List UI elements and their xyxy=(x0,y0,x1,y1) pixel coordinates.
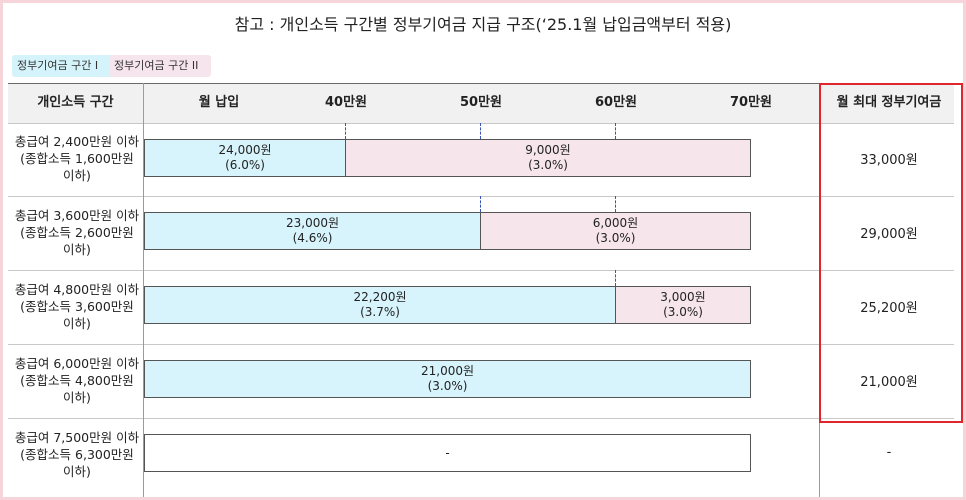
table-header xyxy=(8,83,954,123)
row-3-tier-1-bar: 22,200원 (3.7%) xyxy=(144,286,616,324)
row-2-max-contribution: 29,000원 xyxy=(860,227,918,242)
row-label-line: 이하) xyxy=(63,464,91,479)
row-label-line: 이하) xyxy=(63,168,91,183)
segment-rate: (3.0%) xyxy=(663,305,703,319)
row-4-max-contribution: 21,000원 xyxy=(860,375,918,390)
segment-rate: (3.0%) xyxy=(595,231,636,245)
segment-amount: 6,000원 xyxy=(592,216,639,230)
legend-tier-2: 정부기여금 구간 II xyxy=(109,55,211,77)
table-top-border xyxy=(8,83,954,84)
row-1-income-label: 총급여 2,400만원 이하 (종합소득 1,600만원 이하) xyxy=(11,133,143,184)
row-label-line: 이하) xyxy=(63,390,91,405)
page-title: 참고 : 개인소득 구간별 정부기여금 지급 구조(‘25.1월 납입금액부터 … xyxy=(234,15,732,34)
segment-rate: (4.6%) xyxy=(292,231,333,245)
row-label-line: 이하) xyxy=(63,242,91,257)
header-tick-70: 70만원 xyxy=(729,95,772,110)
legend-tier-1: 정부기여금 구간 I xyxy=(12,55,115,77)
row-label-line: 총급여 2,400만원 이하 xyxy=(14,134,140,149)
threshold-50-dash xyxy=(480,123,481,139)
segment-amount: 21,000원 xyxy=(420,364,475,378)
row-2-tier-1-bar: 23,000원 (4.6%) xyxy=(144,212,481,250)
threshold-50-dash xyxy=(480,196,481,212)
row-5-max-contribution: - xyxy=(886,445,892,460)
row-1-tier-1-bar: 24,000원 (6.0%) xyxy=(144,139,346,177)
row-3-max-contribution: 25,200원 xyxy=(860,301,918,316)
max-contribution-highlight xyxy=(819,83,963,423)
segment-rate: (3.0%) xyxy=(427,379,468,393)
row-4-tier-1-bar: 21,000원 (3.0%) xyxy=(144,360,751,398)
header-max-contribution: 월 최대 정부기여금 xyxy=(836,95,942,110)
row-label-line: (종합소득 3,600만원 xyxy=(20,299,134,314)
row-label-line: 총급여 3,600만원 이하 xyxy=(14,208,140,223)
row-label-line: 총급여 7,500만원 이하 xyxy=(14,430,140,445)
threshold-40-dash xyxy=(345,123,346,139)
row-2-income-label: 총급여 3,600만원 이하 (종합소득 2,600만원 이하) xyxy=(11,207,143,258)
header-monthly-payment: 월 납입 xyxy=(198,95,240,110)
row-label-line: (종합소득 1,600만원 xyxy=(20,151,134,166)
row-divider xyxy=(8,270,954,271)
row-label-line: 이하) xyxy=(63,316,91,331)
contribution-table-panel: 참고 : 개인소득 구간별 정부기여금 지급 구조(‘25.1월 납입금액부터 … xyxy=(3,3,963,497)
segment-rate: (3.7%) xyxy=(360,305,400,319)
row-4-income-label: 총급여 6,000만원 이하 (종합소득 4,800만원 이하) xyxy=(11,355,143,406)
segment-rate: (3.0%) xyxy=(528,158,568,172)
row-5-empty-bar: - xyxy=(144,434,751,472)
threshold-60-dash xyxy=(615,196,616,212)
segment-amount: 24,000원 xyxy=(218,143,272,157)
row-label-line: (종합소득 6,300만원 xyxy=(20,447,134,462)
row-3-income-label: 총급여 4,800만원 이하 (종합소득 3,600만원 이하) xyxy=(11,281,143,332)
row-1-max-contribution: 33,000원 xyxy=(860,153,918,168)
row-label-line: 총급여 4,800만원 이하 xyxy=(14,282,140,297)
segment-amount: 23,000원 xyxy=(285,216,340,230)
row-label-line: (종합소득 2,600만원 xyxy=(20,225,134,240)
row-divider xyxy=(8,418,954,419)
threshold-60-dash xyxy=(615,270,616,286)
row-2-tier-2-bar: 6,000원 (3.0%) xyxy=(480,212,751,250)
header-tick-40: 40만원 xyxy=(324,95,367,110)
row-3-tier-2-bar: 3,000원 (3.0%) xyxy=(615,286,751,324)
segment-amount: 22,200원 xyxy=(353,290,407,304)
row-divider xyxy=(8,344,954,345)
segment-amount: 3,000원 xyxy=(660,290,706,304)
row-divider xyxy=(8,123,954,124)
header-tick-60: 60만원 xyxy=(594,95,637,110)
threshold-60-dash xyxy=(615,123,616,139)
row-1-tier-2-bar: 9,000원 (3.0%) xyxy=(345,139,751,177)
segment-amount: - xyxy=(445,445,450,460)
segment-amount: 9,000원 xyxy=(525,143,571,157)
column-divider xyxy=(143,83,144,497)
row-5-income-label: 총급여 7,500만원 이하 (종합소득 6,300만원 이하) xyxy=(11,429,143,480)
header-tick-50: 50만원 xyxy=(459,95,502,110)
row-divider xyxy=(8,196,954,197)
row-label-line: 총급여 6,000만원 이하 xyxy=(14,356,140,371)
segment-rate: (6.0%) xyxy=(225,158,265,172)
header-income-band: 개인소득 구간 xyxy=(37,95,114,110)
row-label-line: (종합소득 4,800만원 xyxy=(20,373,134,388)
